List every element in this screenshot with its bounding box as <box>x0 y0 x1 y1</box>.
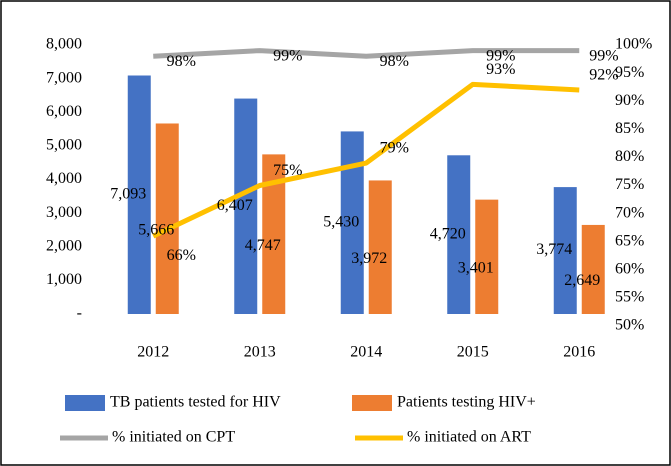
legend-label: TB patients tested for HIV <box>110 394 281 411</box>
bar <box>447 155 471 314</box>
y-tick-label: 3,000 <box>46 204 82 221</box>
data-label: 93% <box>486 61 515 78</box>
y2-tick-label: 90% <box>615 92 644 109</box>
data-label: 3,972 <box>351 250 387 267</box>
y2-tick-label: 55% <box>615 289 644 306</box>
bar <box>581 224 605 314</box>
bar <box>340 131 364 314</box>
y-tick-label: 1,000 <box>46 271 82 288</box>
y-tick-label: 6,000 <box>46 103 82 120</box>
data-label: 5,430 <box>323 213 359 230</box>
data-label: 75% <box>273 162 302 179</box>
y-tick-label: 7,000 <box>46 69 82 86</box>
y-tick-label: 5,000 <box>46 137 82 154</box>
bar <box>553 187 577 314</box>
legend-label: % initiated on CPT <box>112 429 235 446</box>
data-label: 4,720 <box>430 225 466 242</box>
legend-label: Patients testing HIV+ <box>397 394 536 411</box>
y2-tick-label: 75% <box>615 176 644 193</box>
bar <box>368 180 392 314</box>
data-label: 7,093 <box>110 185 146 202</box>
data-label: 3,774 <box>536 241 572 258</box>
bar <box>234 98 258 314</box>
bar <box>127 75 151 315</box>
y2-tick-label: 50% <box>615 317 644 334</box>
x-tick-label: 2012 <box>137 344 169 361</box>
data-label: 3,401 <box>458 259 494 276</box>
data-label: 4,747 <box>245 237 281 254</box>
data-label: 92% <box>589 67 618 84</box>
y2-tick-label: 100% <box>615 36 652 53</box>
x-tick-label: 2016 <box>563 344 595 361</box>
data-label: 6,407 <box>217 197 253 214</box>
y2-tick-label: 85% <box>615 120 644 137</box>
bar <box>475 199 499 314</box>
data-label: 98% <box>380 53 409 70</box>
data-label: 99% <box>486 47 515 64</box>
x-tick-label: 2015 <box>457 344 489 361</box>
data-label: 98% <box>167 53 196 70</box>
x-tick-label: 2013 <box>244 344 276 361</box>
y2-tick-label: 65% <box>615 232 644 249</box>
y-tick-label: 4,000 <box>46 170 82 187</box>
y-tick-label: 8,000 <box>46 36 82 53</box>
data-label: 99% <box>589 47 618 64</box>
data-label: 5,666 <box>138 221 174 238</box>
line <box>152 81 580 239</box>
legend-label: % initiated on ART <box>407 429 531 446</box>
y-tick-label: - <box>77 305 82 322</box>
x-tick-label: 2014 <box>350 344 382 361</box>
y2-tick-label: 70% <box>615 204 644 221</box>
y2-tick-label: 80% <box>615 148 644 165</box>
data-label: 79% <box>380 140 409 157</box>
line <box>153 48 580 59</box>
legend-swatch <box>352 395 392 411</box>
y-tick-label: 2,000 <box>46 237 82 254</box>
y2-tick-label: 95% <box>615 64 644 81</box>
data-label: 66% <box>167 247 196 264</box>
y2-tick-label: 60% <box>615 260 644 277</box>
legend-swatch <box>65 395 105 411</box>
bar <box>155 123 179 315</box>
data-label: 2,649 <box>564 272 600 289</box>
data-label: 99% <box>273 47 302 64</box>
bar <box>262 154 286 314</box>
